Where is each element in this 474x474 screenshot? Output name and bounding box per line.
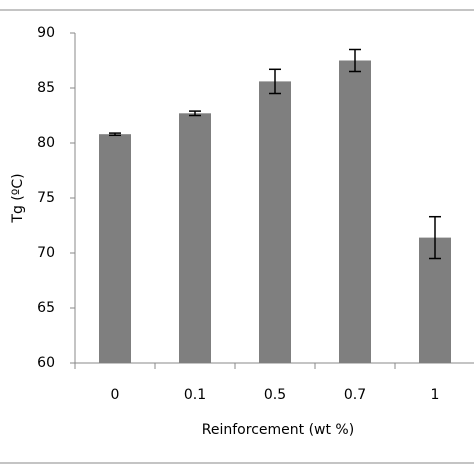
x-tick-label: 0 bbox=[111, 387, 120, 403]
error-bar bbox=[349, 48, 361, 73]
x-tick-label: 0.1 bbox=[184, 387, 206, 403]
y-tick-label: 70 bbox=[37, 245, 55, 261]
x-tick-label: 0.7 bbox=[344, 387, 366, 403]
y-tick-label: 90 bbox=[37, 25, 55, 41]
y-tick-label: 60 bbox=[37, 355, 55, 371]
x-tick-label: 1 bbox=[431, 387, 440, 403]
x-tick-label: 0.5 bbox=[264, 387, 286, 403]
bar bbox=[179, 113, 211, 363]
x-axis-title: Reinforcement (wt %) bbox=[202, 422, 354, 438]
y-tick-label: 85 bbox=[37, 80, 55, 96]
error-bar bbox=[189, 110, 201, 117]
error-bar bbox=[269, 68, 281, 95]
error-bar bbox=[429, 215, 441, 260]
y-tick-label: 75 bbox=[37, 190, 55, 206]
y-tick-label: 80 bbox=[37, 135, 55, 151]
bar bbox=[99, 134, 131, 363]
y-axis-title: Tg (ºC) bbox=[10, 173, 26, 223]
y-tick-label: 65 bbox=[37, 300, 55, 316]
error-bar bbox=[109, 132, 121, 137]
bar bbox=[259, 81, 291, 364]
bar bbox=[339, 60, 371, 363]
